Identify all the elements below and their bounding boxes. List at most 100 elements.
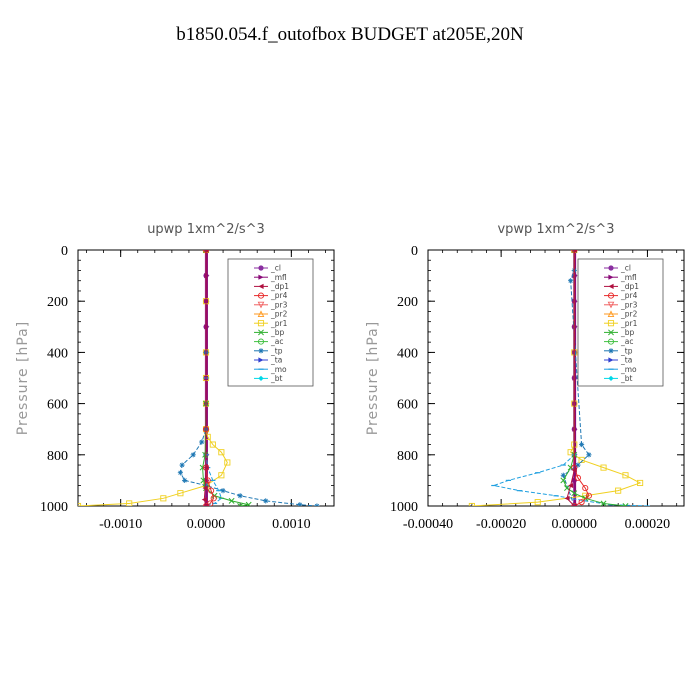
upwp-legend-marker [257, 320, 265, 327]
upwp-legend-label: _tp [270, 346, 283, 355]
vpwp-point-bp [571, 490, 578, 497]
upwp-point-pr1 [78, 502, 82, 506]
upwp-legend-label: _ac [270, 337, 283, 346]
upwp-legend-marker [258, 329, 264, 336]
vpwp-legend-marker [607, 338, 615, 345]
upwp-legend-label: _pr3 [270, 300, 288, 309]
upwp-point-dp1 [202, 485, 208, 491]
vpwp-point-pr1 [600, 464, 607, 471]
upwp-legend-marker [258, 375, 264, 381]
vpwp-legend-marker [607, 320, 615, 327]
vpwp-y-tick-label: 1000 [390, 500, 418, 515]
vpwp-point-bp [622, 503, 629, 506]
vpwp-point-pr4 [582, 485, 589, 492]
vpwp-legend-marker [608, 375, 614, 381]
vpwp-x-tick-label: 0.00000 [552, 517, 598, 532]
upwp-point-pr4 [210, 495, 217, 502]
upwp-y-tick-label: 0 [61, 244, 68, 259]
vpwp-point-pr1 [622, 472, 629, 479]
vpwp-plot-frame [427, 249, 685, 507]
upwp-legend-marker [258, 283, 264, 289]
vpwp-legend-box [577, 258, 664, 387]
upwp-point-pr1 [126, 500, 133, 506]
upwp-legend-label: _mfl [270, 273, 287, 282]
upwp-legend-label: _ta [270, 356, 282, 365]
vpwp-point-tp [575, 462, 581, 468]
vpwp-legend-label: _dp1 [620, 282, 639, 291]
upwp-legend-label: _pr4 [270, 291, 288, 300]
vpwp-plot-area: -0.00040 -0.00020 0.00000 0.00020 0 200 400 600… [390, 244, 685, 532]
upwp-y-tick-label: 1000 [40, 500, 68, 515]
vpwp-legend-label: _pr1 [620, 319, 638, 328]
vpwp-x-tick-label: 0.00020 [625, 517, 671, 532]
vpwp-point-tp [586, 452, 592, 458]
upwp-point-pr4 [208, 487, 215, 494]
vpwp-legend-marker [608, 329, 614, 336]
vpwp-point-tp [579, 441, 585, 448]
vpwp-legend-label: _mfl [620, 273, 637, 282]
upwp-point-bp [237, 503, 244, 506]
vpwp-legend-marker [608, 357, 614, 363]
vpwp-y-tick-label: 0 [411, 244, 418, 259]
vpwp-panel: vpwp 1xm^2/s^3 Pressure [hPa] -0.00040 -0… [365, 222, 685, 532]
vpwp-point-mfl [572, 477, 578, 483]
upwp-point-tp [177, 470, 183, 476]
vpwp-point-dp1 [568, 482, 574, 489]
vpwp-point-dp1 [571, 503, 577, 506]
upwp-x-tick-label: 0.0000 [187, 517, 226, 532]
vpwp-legend-label: _tp [620, 346, 633, 355]
upwp-series-group [78, 250, 320, 506]
vpwp-legend-marker [608, 265, 614, 271]
upwp-legend-label: _bt [270, 374, 283, 383]
vpwp-legend-marker [608, 274, 614, 280]
upwp-legend-marker [257, 301, 265, 309]
upwp-point-tp [314, 503, 320, 506]
upwp-point-bp [202, 451, 209, 458]
vpwp-y-axis-label: Pressure [hPa] [365, 321, 381, 435]
vpwp-legend-label: _cl [620, 264, 631, 273]
vpwp-y-tick-label: 600 [397, 398, 418, 413]
upwp-point-dp1 [203, 250, 209, 253]
vpwp-point-dp1 [564, 495, 570, 501]
upwp-legend: _cl_mfl_dp1_pr4_pr3_pr2_pr1_bp_ac_tp_ta_… [227, 258, 314, 387]
upwp-y-tick-label: 200 [47, 295, 68, 310]
vpwp-point-pr1 [468, 502, 475, 506]
vpwp-legend-marker [607, 301, 615, 309]
upwp-point-tp [220, 488, 226, 494]
upwp-plot-area: -0.0010 0.0000 0.0010 0 200 400 600 800 1000 [40, 244, 335, 532]
vpwp-point-mfl [572, 426, 578, 432]
upwp-y-tick-label: 400 [47, 346, 68, 361]
vpwp-legend-label: _pr3 [620, 300, 638, 309]
vpwp-x-tick-label: -0.00040 [403, 517, 453, 532]
upwp-legend-label: _mo [270, 365, 287, 374]
upwp-x-tick-label: -0.0010 [99, 517, 142, 532]
vpwp-series-mo [491, 250, 648, 506]
upwp-point-pr1 [218, 472, 225, 479]
vpwp-point-dp1 [571, 467, 577, 473]
upwp-y-tick-label: 600 [47, 398, 68, 413]
upwp-x-tick-label: 0.0010 [272, 517, 311, 532]
vpwp-point-pr1 [637, 479, 644, 487]
vpwp-series-group [468, 250, 651, 506]
upwp-legend-label: _dp1 [270, 282, 289, 291]
upwp-point-bp [228, 497, 235, 504]
vpwp-point-bp [564, 485, 570, 492]
upwp-legend-box [227, 258, 314, 387]
upwp-point-tp [203, 482, 209, 489]
upwp-legend-marker [258, 265, 264, 271]
upwp-point-bp [245, 501, 252, 506]
upwp-legend-marker [258, 357, 264, 363]
upwp-point-pr1 [177, 490, 184, 497]
upwp-point-pr4 [207, 500, 214, 506]
vpwp-x-tick-label: -0.00020 [476, 517, 526, 532]
upwp-legend-marker [257, 292, 265, 299]
vpwp-legend-label: _pr2 [620, 310, 638, 319]
vpwp-point-pr4 [574, 474, 581, 481]
upwp-point-pr1 [218, 449, 225, 456]
vpwp-point-mfl [572, 273, 578, 279]
vpwp-legend-marker [608, 283, 614, 289]
vpwp-y-tick-label: 800 [397, 449, 418, 464]
vpwp-legend-label: _ta [620, 356, 632, 365]
vpwp-point-pr1 [567, 449, 574, 456]
